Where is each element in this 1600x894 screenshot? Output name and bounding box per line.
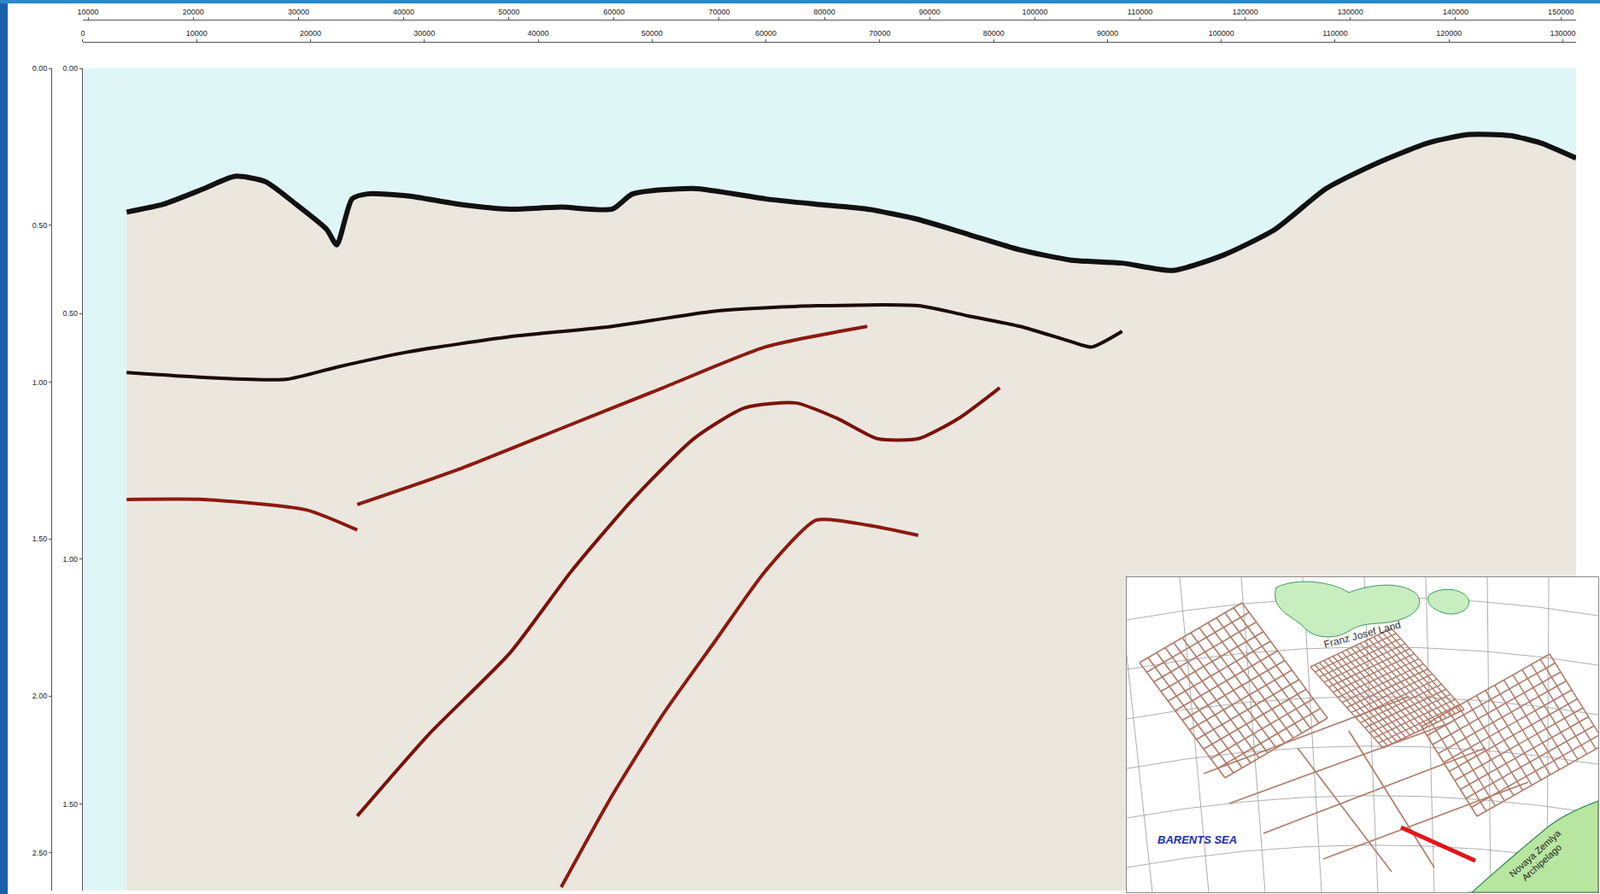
- svg-text:50000: 50000: [498, 7, 520, 17]
- svg-text:2.50: 2.50: [32, 849, 48, 858]
- svg-text:0.00: 0.00: [32, 64, 48, 73]
- svg-text:20000: 20000: [182, 7, 205, 17]
- svg-text:30000: 30000: [413, 29, 435, 38]
- svg-text:40000: 40000: [527, 29, 550, 38]
- svg-text:2.00: 2.00: [32, 691, 48, 701]
- svg-text:BARENTS SEA: BARENTS SEA: [1157, 833, 1237, 847]
- svg-text:150000: 150000: [1547, 7, 1574, 17]
- svg-text:110000: 110000: [1127, 7, 1153, 17]
- svg-text:1.00: 1.00: [32, 378, 48, 387]
- svg-text:90000: 90000: [1096, 29, 1119, 38]
- svg-text:40000: 40000: [392, 7, 415, 17]
- svg-text:1.50: 1.50: [32, 534, 48, 544]
- svg-text:0.50: 0.50: [32, 221, 48, 230]
- svg-text:Franz Josef Land: Franz Josef Land: [1322, 618, 1402, 651]
- svg-text:50000: 50000: [641, 29, 663, 38]
- svg-text:110000: 110000: [1322, 29, 1348, 38]
- svg-text:120000: 120000: [1435, 29, 1462, 38]
- svg-text:90000: 90000: [919, 7, 941, 17]
- svg-text:100000: 100000: [1021, 7, 1048, 17]
- svg-text:30000: 30000: [287, 7, 310, 17]
- svg-text:140000: 140000: [1442, 7, 1469, 17]
- svg-text:1.00: 1.00: [63, 555, 79, 564]
- svg-text:1.50: 1.50: [63, 800, 79, 809]
- svg-text:10000: 10000: [77, 7, 100, 17]
- svg-text:20000: 20000: [299, 29, 322, 38]
- svg-text:60000: 60000: [755, 29, 777, 38]
- svg-text:100000: 100000: [1208, 29, 1235, 38]
- svg-text:80000: 80000: [814, 7, 836, 17]
- svg-text:0.50: 0.50: [63, 309, 79, 318]
- svg-text:0.00: 0.00: [63, 64, 79, 73]
- svg-text:120000: 120000: [1232, 7, 1259, 17]
- svg-text:80000: 80000: [983, 29, 1005, 38]
- svg-text:70000: 70000: [868, 29, 891, 38]
- svg-text:Novaya ZemlyaArchipelago: Novaya ZemlyaArchipelago: [1506, 827, 1571, 888]
- svg-text:0: 0: [80, 29, 85, 38]
- svg-text:130000: 130000: [1337, 7, 1364, 17]
- svg-text:70000: 70000: [708, 7, 730, 17]
- svg-text:10000: 10000: [186, 29, 208, 38]
- svg-text:60000: 60000: [603, 7, 625, 17]
- svg-text:130000: 130000: [1550, 29, 1577, 38]
